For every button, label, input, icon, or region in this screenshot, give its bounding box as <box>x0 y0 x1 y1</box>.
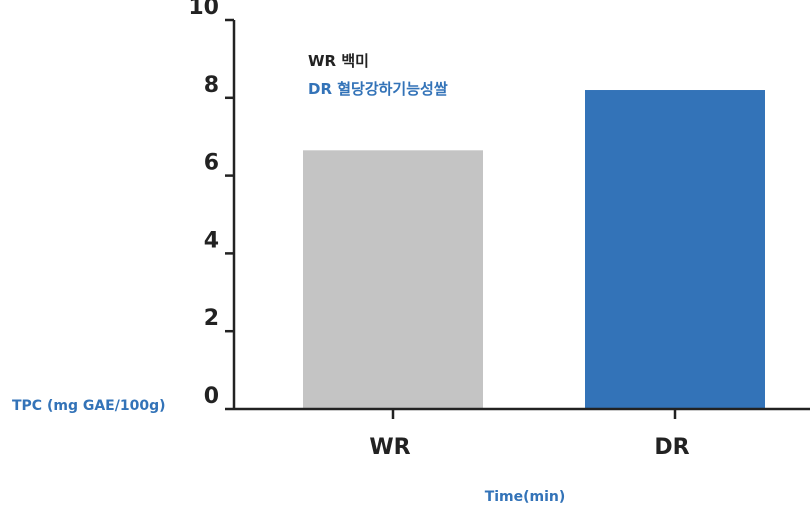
y-tick-label: 6 <box>204 151 219 176</box>
x-tick-label-dr: DR <box>654 435 689 460</box>
y-tick-label: 8 <box>204 73 219 98</box>
y-tick-label: 4 <box>204 228 219 253</box>
y-ticks: 0 2 4 6 8 10 <box>188 0 234 411</box>
bars <box>303 90 765 410</box>
x-tick-label-wr: WR <box>369 435 410 460</box>
bar-dr <box>585 90 765 410</box>
x-axis-title: Time(min) <box>485 489 566 505</box>
legend-item-wr: WR 백미 <box>308 52 369 70</box>
y-axis-title: TPC (mg GAE/100g) <box>12 398 166 414</box>
x-ticks: WR DR <box>369 409 690 460</box>
bar-wr <box>303 150 483 409</box>
y-tick-label: 2 <box>204 306 219 331</box>
legend-item-dr: DR 혈당강하기능성쌀 <box>308 80 448 98</box>
y-tick-label: 10 <box>188 0 219 20</box>
y-tick-label: 0 <box>204 384 219 409</box>
